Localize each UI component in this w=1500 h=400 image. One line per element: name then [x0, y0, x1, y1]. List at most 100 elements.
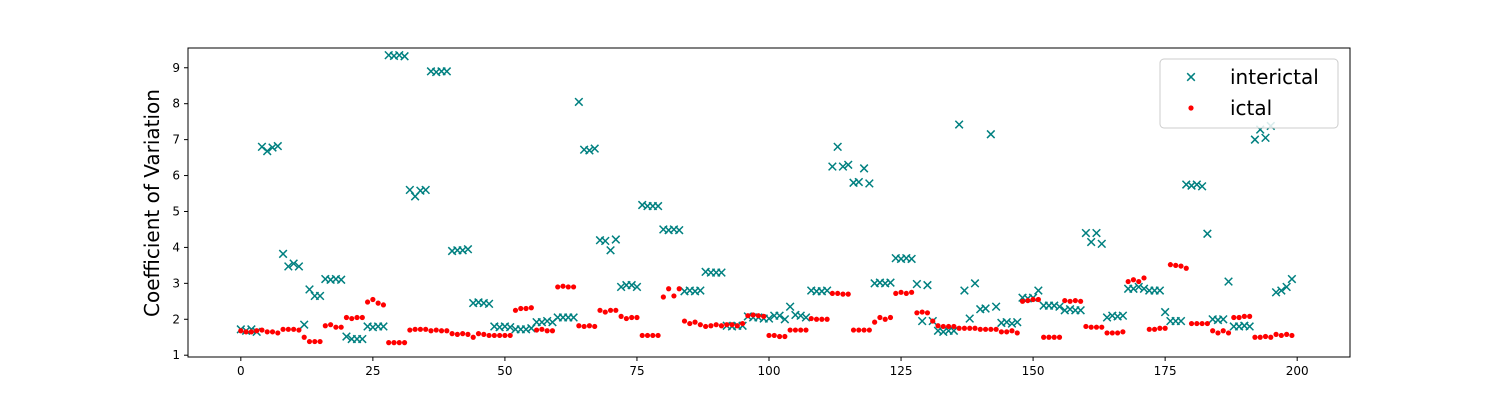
x-tick-label: 200 — [1286, 364, 1309, 378]
ictal-point — [307, 339, 312, 344]
ictal-point — [814, 317, 819, 322]
interictal-point — [1251, 136, 1259, 144]
ictal-point — [999, 329, 1004, 334]
ictal-point — [486, 333, 491, 338]
ictal-point — [687, 321, 692, 326]
interictal-point — [971, 280, 979, 288]
interictal-point — [855, 178, 863, 186]
ictal-point — [893, 291, 898, 296]
ictal-point — [883, 317, 888, 322]
interictal-point — [575, 98, 583, 106]
interictal-point — [982, 305, 990, 313]
interictal-point — [908, 255, 916, 263]
interictal-point — [1219, 315, 1227, 323]
interictal-point — [1093, 229, 1101, 237]
interictal-point — [924, 281, 932, 289]
interictal-point — [306, 286, 314, 294]
ictal-point — [946, 324, 951, 329]
ictal-point — [777, 334, 782, 339]
ictal-point — [555, 284, 560, 289]
ictal-point — [1067, 299, 1072, 304]
ictal-point — [376, 301, 381, 306]
ictal-point — [1089, 325, 1094, 330]
y-tick-label: 8 — [172, 97, 180, 111]
ictal-point — [1147, 327, 1152, 332]
x-tick-label: 50 — [497, 364, 512, 378]
interictal-point — [1225, 278, 1233, 286]
legend-label-ictal: ictal — [1230, 96, 1272, 120]
ictal-point — [291, 327, 296, 332]
ictal-point — [1247, 314, 1252, 319]
interictal-point — [406, 186, 414, 194]
ictal-point — [677, 286, 682, 291]
ictal-point — [835, 291, 840, 296]
ictal-point — [967, 326, 972, 331]
interictal-point — [966, 315, 974, 323]
ictal-point — [988, 327, 993, 332]
ictal-point — [275, 330, 280, 335]
ictal-point — [280, 327, 285, 332]
ictal-point — [286, 327, 291, 332]
interictal-point — [1003, 318, 1011, 326]
interictal-point — [570, 314, 578, 322]
ictal-point — [867, 327, 872, 332]
ictal-point — [1157, 326, 1162, 331]
ictal-point — [898, 290, 903, 295]
interictal-point — [918, 317, 926, 325]
ictal-point — [296, 327, 301, 332]
ictal-point — [1036, 297, 1041, 302]
ictal-point — [259, 327, 264, 332]
ictal-point — [550, 328, 555, 333]
ictal-point — [809, 316, 814, 321]
interictal-point — [1098, 240, 1106, 248]
ictal-point — [328, 322, 333, 327]
interictal-point — [675, 226, 683, 234]
ictal-point — [914, 310, 919, 315]
x-tick-label: 0 — [237, 364, 245, 378]
ictal-point — [719, 323, 724, 328]
ictal-point — [492, 333, 497, 338]
ictal-point — [1041, 335, 1046, 340]
ictal-point — [238, 328, 243, 333]
ictal-point — [418, 327, 423, 332]
ictal-point — [360, 315, 365, 320]
ictal-point — [529, 305, 534, 310]
interictal-point — [380, 323, 388, 331]
ictal-point — [339, 325, 344, 330]
ictal-point — [825, 317, 830, 322]
y-tick-label: 9 — [172, 61, 180, 75]
ictal-point — [465, 332, 470, 337]
ictal-point — [904, 291, 909, 296]
ictal-point — [1173, 263, 1178, 268]
x-tick-label: 150 — [1022, 364, 1045, 378]
interictal-point — [1008, 320, 1016, 328]
interictal-point — [1204, 230, 1212, 238]
ictal-point — [788, 327, 793, 332]
ictal-point — [444, 328, 449, 333]
interictal-point — [887, 279, 895, 287]
interictal-point — [1082, 229, 1090, 237]
ictal-point — [497, 333, 502, 338]
y-tick-label: 4 — [172, 240, 180, 254]
ictal-point — [793, 327, 798, 332]
x-tick-label: 100 — [758, 364, 781, 378]
interictal-point — [718, 269, 726, 277]
ictal-point — [798, 327, 803, 332]
ictal-point — [244, 329, 249, 334]
ictal-point — [983, 327, 988, 332]
y-tick-label: 1 — [172, 348, 180, 362]
ictal-point — [566, 284, 571, 289]
ictal-point — [930, 318, 935, 323]
ictal-point — [830, 291, 835, 296]
ictal-point — [534, 327, 539, 332]
ictal-point — [1268, 335, 1273, 340]
ictal-point — [608, 308, 613, 313]
ictal-point — [1258, 335, 1263, 340]
ictal-point — [735, 323, 740, 328]
x-tick-label: 75 — [629, 364, 644, 378]
ictal-point — [856, 327, 861, 332]
ictal-point — [666, 286, 671, 291]
interictal-point — [829, 163, 837, 171]
legend-dot-marker — [1188, 105, 1193, 110]
